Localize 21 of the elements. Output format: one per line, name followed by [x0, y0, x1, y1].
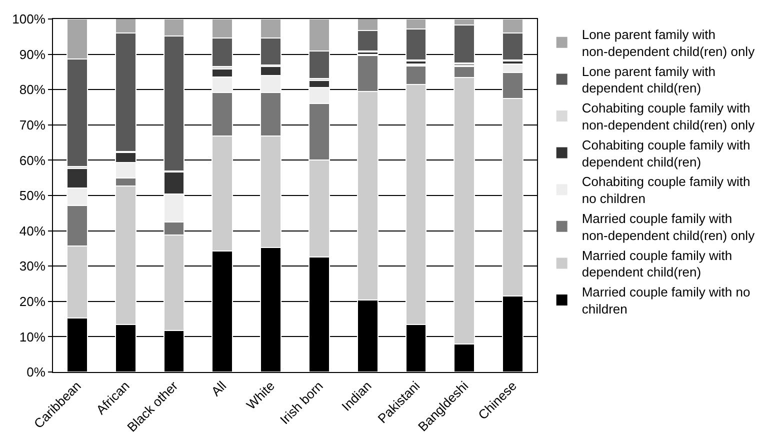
y-tick-label: 90% — [19, 46, 46, 62]
y-tick-label: 100% — [12, 12, 46, 27]
legend-label: Cohabiting couple family with no children — [582, 174, 750, 206]
x-tick-label: Irish born — [276, 378, 326, 428]
legend-label: Married couple family with dependent child(ren) — [582, 248, 732, 280]
legend-label: Married couple family with non-dependent child(ren) only — [582, 211, 756, 243]
legend-label: Cohabiting couple family with non-dependent child(ren) only — [582, 100, 756, 133]
y-tick-label: 30% — [19, 258, 46, 274]
legend-label: Lone parent family with dependent child(ren) — [582, 64, 716, 96]
x-tick-label: All — [208, 378, 230, 400]
y-tick-label: 70% — [19, 117, 46, 132]
y-tick-label: 20% — [19, 294, 46, 309]
y-tick-label: 10% — [19, 329, 46, 344]
y-tick-label: 60% — [19, 152, 46, 168]
legend-label: Cohabiting couple family with dependent child(ren) — [582, 137, 750, 170]
legend-label: Lone parent family with non-dependent child(ren) only — [582, 27, 756, 59]
y-tick-label: 50% — [19, 188, 46, 204]
y-tick-label: 40% — [19, 223, 46, 238]
legend-label: Married couple family with no children — [582, 284, 750, 317]
y-tick-label: 0% — [26, 364, 46, 380]
y-tick-label: 80% — [19, 82, 46, 98]
